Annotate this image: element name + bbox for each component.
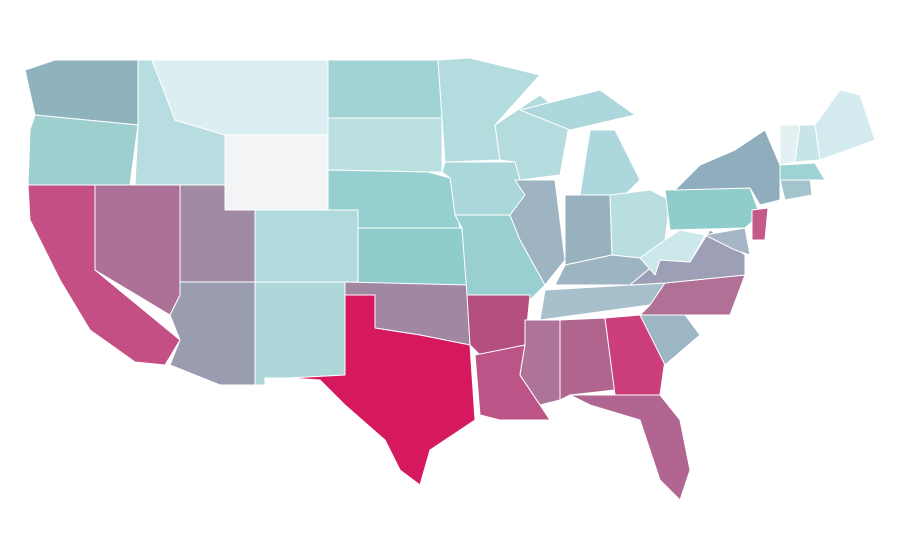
state xyxy=(169,281,256,386)
state xyxy=(441,161,526,216)
state xyxy=(254,281,346,386)
state xyxy=(357,227,468,286)
state xyxy=(564,194,613,266)
state xyxy=(254,209,359,283)
state xyxy=(224,134,329,211)
state xyxy=(704,227,751,256)
state xyxy=(751,207,769,241)
state xyxy=(779,177,813,201)
state xyxy=(569,394,691,501)
state xyxy=(327,117,443,173)
state xyxy=(27,114,139,186)
state xyxy=(289,294,476,486)
state xyxy=(509,179,566,286)
state xyxy=(779,162,826,181)
state xyxy=(639,229,706,276)
state xyxy=(579,129,641,196)
state xyxy=(519,89,636,131)
state xyxy=(327,59,443,119)
state xyxy=(559,317,616,401)
state xyxy=(664,187,761,231)
state xyxy=(814,89,876,161)
